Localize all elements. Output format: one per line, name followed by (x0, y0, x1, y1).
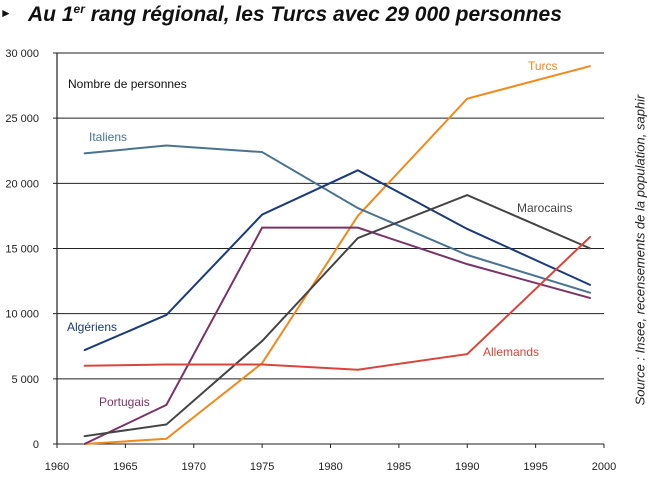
y-axis-label: Nombre de personnes (68, 77, 187, 91)
data-point (261, 340, 263, 342)
data-point (261, 213, 263, 216)
data-point (466, 194, 469, 196)
data-point (589, 235, 592, 238)
data-point (589, 284, 592, 286)
data-point (83, 349, 86, 351)
data-point (589, 247, 592, 250)
x-tick-label: 1985 (387, 461, 411, 473)
x-tick-label: 1975 (250, 461, 274, 473)
x-tick-label: 1965 (113, 461, 137, 473)
data-point (357, 207, 359, 209)
data-point (261, 226, 263, 229)
y-tick-label: 25 000 (5, 113, 39, 125)
data-point (466, 254, 469, 256)
data-point (357, 237, 359, 239)
title-text-rest: rang régional, les Turcs avec 29 000 per… (84, 3, 562, 26)
data-point (357, 215, 359, 217)
data-point (589, 65, 592, 67)
series-line-portugais (83, 226, 591, 445)
series-line-algériens (83, 169, 591, 352)
bullet-arrow-icon: ► (0, 6, 12, 20)
series-label: Portugais (99, 395, 150, 409)
data-point (357, 226, 359, 229)
data-point (165, 314, 168, 316)
data-point (83, 435, 86, 437)
x-tick-label: 1970 (182, 461, 206, 473)
data-point (261, 151, 263, 153)
title-superscript: er (73, 2, 85, 16)
data-point (589, 297, 592, 299)
data-point (165, 437, 168, 440)
data-point (83, 443, 86, 445)
x-tick-label: 1995 (523, 461, 547, 473)
y-tick-label: 15 000 (5, 244, 39, 256)
data-point (466, 97, 469, 100)
data-point (165, 404, 168, 406)
y-tick-label: 30 000 (5, 48, 39, 60)
data-point (165, 423, 168, 426)
data-point (165, 363, 168, 366)
series-label: Turcs (528, 59, 558, 73)
series-line-italiens (84, 144, 591, 294)
series-label: Marocains (517, 201, 572, 215)
data-point (83, 365, 86, 367)
x-tick-label: 2000 (592, 461, 616, 473)
series-line-allemands (84, 236, 592, 371)
x-tick-label: 1960 (45, 461, 69, 473)
data-point (165, 144, 168, 147)
series-label: Allemands (483, 345, 539, 359)
title-text: Au 1 (28, 3, 74, 26)
data-point (261, 363, 263, 366)
x-tick-label: 1990 (455, 461, 479, 473)
y-tick-label: 10 000 (5, 309, 39, 321)
y-tick-label: 5 000 (11, 374, 39, 386)
series-label: Italiens (89, 130, 127, 144)
data-point (466, 228, 469, 230)
series-line-turcs (84, 65, 591, 445)
data-point (83, 152, 86, 155)
y-tick-label: 20 000 (5, 178, 39, 190)
source-note: Source : Insee, recensements de la popul… (632, 94, 648, 406)
data-point (357, 169, 359, 172)
data-point (466, 353, 469, 355)
y-tick-label: 0 (33, 439, 39, 451)
chart-title: Au 1er rang régional, les Turcs avec 29 … (28, 2, 562, 27)
x-tick-label: 1980 (318, 461, 342, 473)
data-point (466, 263, 469, 265)
series-label: Algériens (67, 320, 117, 334)
data-point (589, 292, 592, 294)
data-point (357, 368, 359, 371)
series-line-marocains (84, 193, 591, 438)
